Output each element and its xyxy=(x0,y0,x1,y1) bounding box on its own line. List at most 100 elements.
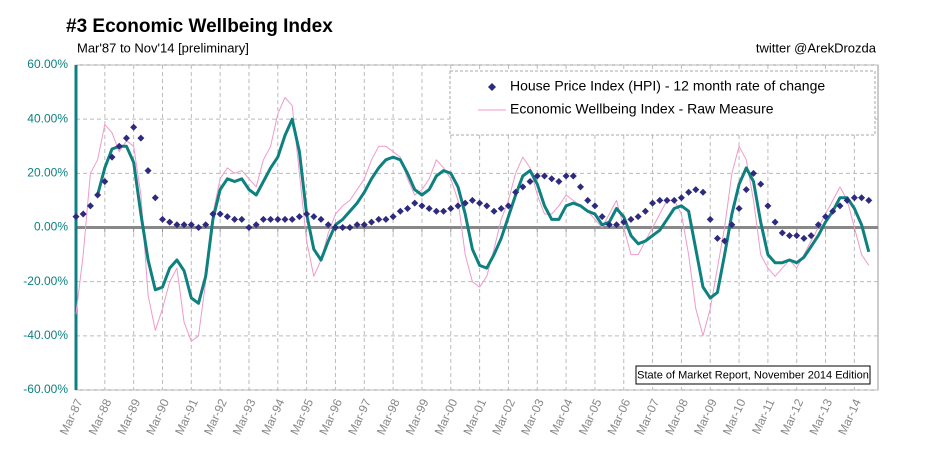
x-tick-label: Mar-11 xyxy=(749,396,778,436)
hpi-point xyxy=(202,221,210,229)
hpi-point xyxy=(216,210,224,218)
hpi-point xyxy=(331,224,339,231)
chart-title: #3 Economic Wellbeing Index xyxy=(66,16,333,37)
hpi-point xyxy=(324,221,332,229)
hpi-point xyxy=(656,196,664,204)
hpi-point xyxy=(713,234,721,242)
hpi-point xyxy=(533,172,541,180)
x-tick-label: Mar-12 xyxy=(778,396,807,437)
hpi-point xyxy=(303,210,311,218)
annotation-box xyxy=(635,365,871,385)
y-tick-label: 0.00% xyxy=(34,220,68,234)
hpi-point xyxy=(490,207,498,215)
hpi-point xyxy=(195,224,203,231)
x-tick-label: Mar-01 xyxy=(460,396,489,437)
x-tick-label: Mar-04 xyxy=(547,396,576,437)
x-tick-label: Mar-90 xyxy=(143,396,172,437)
hpi-point xyxy=(822,213,830,221)
legend-symbol xyxy=(488,83,496,91)
hpi-point xyxy=(267,215,275,223)
hpi-point xyxy=(94,191,102,199)
x-tick-label: Mar-93 xyxy=(230,396,259,437)
x-tick-label: Mar-88 xyxy=(86,396,115,437)
x-tick-label: Mar-94 xyxy=(259,396,288,437)
hpi-point xyxy=(367,218,375,226)
hpi-point xyxy=(649,199,657,207)
hpi-point xyxy=(115,142,123,150)
hpi-point xyxy=(79,210,87,218)
hpi-point xyxy=(447,205,455,213)
hpi-point xyxy=(144,167,152,175)
hpi-point xyxy=(548,175,556,183)
hpi-point xyxy=(663,196,671,204)
hpi-point xyxy=(461,199,469,207)
x-tick-label: Mar-03 xyxy=(518,396,547,437)
x-tick-label: Mar-92 xyxy=(201,396,230,437)
hpi-point xyxy=(685,188,693,196)
x-tick-label: Mar-08 xyxy=(662,396,691,437)
hpi-point xyxy=(245,224,253,231)
x-tick-label: Mar-07 xyxy=(633,396,662,437)
hpi-point xyxy=(353,221,361,229)
x-tick-label: Mar-87 xyxy=(57,396,86,437)
hpi-point xyxy=(396,207,404,215)
chart-subtitle: Mar'87 to Nov'14 [preliminary] xyxy=(77,40,249,55)
hpi-point xyxy=(281,215,289,223)
hpi-point xyxy=(173,221,181,229)
hpi-point xyxy=(468,196,476,204)
x-tick-label: Mar-00 xyxy=(432,396,461,437)
y-tick-label: 40.00% xyxy=(27,111,68,125)
hpi-point xyxy=(519,183,527,191)
hpi-point xyxy=(526,177,534,185)
hpi-point xyxy=(274,215,282,223)
hpi-point xyxy=(800,234,808,242)
hpi-point xyxy=(728,221,736,229)
hpi-point xyxy=(865,196,873,204)
y-tick-label: -60.00% xyxy=(23,382,68,396)
hpi-point xyxy=(101,177,109,185)
hpi-point xyxy=(605,221,613,229)
hpi-point xyxy=(310,213,318,221)
hpi-point xyxy=(411,199,419,207)
hpi-point xyxy=(836,202,844,210)
hpi-point xyxy=(778,229,786,237)
hpi-point xyxy=(577,183,585,191)
hpi-point xyxy=(454,202,462,210)
hpi-point xyxy=(425,205,433,213)
hpi-point xyxy=(339,224,347,231)
hpi-point xyxy=(706,215,714,223)
hpi-point xyxy=(497,205,505,213)
hpi-point xyxy=(389,213,397,221)
hpi-point xyxy=(432,207,440,215)
hpi-point xyxy=(562,172,570,180)
hpi-point xyxy=(555,177,563,185)
hpi-point xyxy=(440,207,448,215)
hpi-point xyxy=(512,188,520,196)
hpi-point xyxy=(829,207,837,215)
hpi-point xyxy=(721,237,729,245)
hpi-point xyxy=(295,213,303,221)
hpi-point xyxy=(137,134,145,142)
hpi-point xyxy=(187,221,195,229)
x-tick-label: Mar-02 xyxy=(489,396,518,437)
hpi-point xyxy=(613,221,621,229)
credit: twitter @ArekDrozda xyxy=(756,40,877,55)
hpi-point xyxy=(692,186,700,194)
hpi-point xyxy=(584,196,592,204)
x-tick-label: Mar-89 xyxy=(114,396,143,437)
x-tick-label: Mar-97 xyxy=(345,396,374,437)
x-tick-label: Mar-95 xyxy=(287,396,316,437)
x-tick-label: Mar-06 xyxy=(605,396,634,437)
hpi-point xyxy=(476,199,484,207)
hpi-point xyxy=(252,221,260,229)
hpi-point xyxy=(627,215,635,223)
hpi-point xyxy=(122,134,130,142)
hpi-point xyxy=(742,186,750,194)
hpi-point xyxy=(670,196,678,204)
hpi-point xyxy=(166,218,174,226)
legend-label: Economic Wellbeing Index - Raw Measure xyxy=(510,101,774,117)
hpi-point xyxy=(231,215,239,223)
hpi-point xyxy=(382,215,390,223)
hpi-point xyxy=(764,202,772,210)
